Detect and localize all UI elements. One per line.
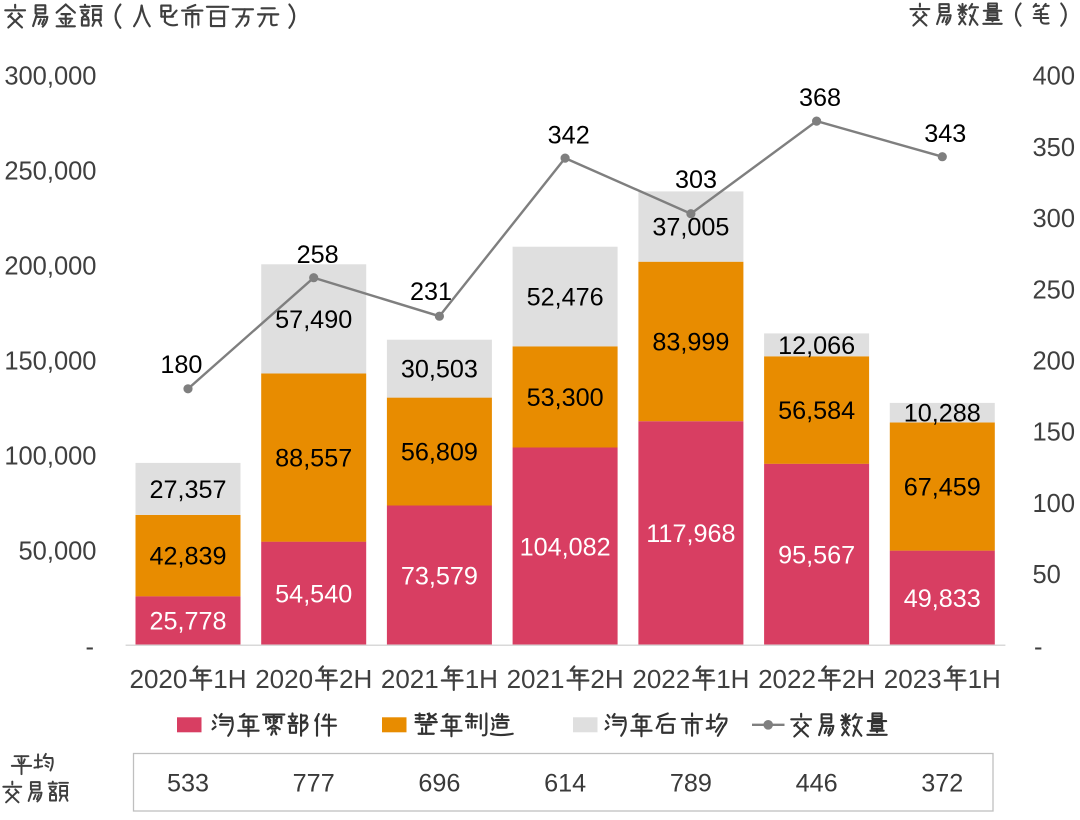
svg-text:56,584: 56,584	[778, 397, 855, 425]
svg-text:250: 250	[1033, 276, 1076, 304]
svg-text:25,778: 25,778	[149, 608, 226, 636]
svg-text:57,490: 57,490	[275, 306, 352, 334]
svg-text:117,968: 117,968	[646, 520, 735, 548]
svg-text:200,000: 200,000	[4, 253, 96, 281]
svg-text:150,000: 150,000	[4, 348, 96, 376]
svg-text:372: 372	[921, 770, 963, 798]
svg-text:1H: 1H	[716, 664, 749, 694]
svg-text:250,000: 250,000	[4, 158, 96, 186]
svg-text:303: 303	[675, 166, 717, 194]
svg-text:100,000: 100,000	[4, 443, 96, 471]
svg-text:368: 368	[799, 84, 841, 112]
svg-text:52,476: 52,476	[527, 284, 604, 312]
svg-text:10,288: 10,288	[904, 400, 981, 428]
svg-text:789: 789	[670, 770, 712, 798]
svg-text:2020: 2020	[130, 664, 188, 694]
svg-text:73,579: 73,579	[401, 562, 478, 590]
svg-text:-: -	[86, 634, 95, 662]
svg-text:350: 350	[1033, 134, 1076, 162]
svg-text:446: 446	[796, 770, 838, 798]
svg-text:12,066: 12,066	[778, 332, 855, 360]
svg-text:180: 180	[160, 351, 202, 379]
svg-text:300,000: 300,000	[4, 63, 96, 91]
svg-text:67,459: 67,459	[904, 474, 981, 502]
svg-text:1H: 1H	[968, 664, 1001, 694]
svg-text:2H: 2H	[339, 664, 372, 694]
svg-text:533: 533	[167, 770, 209, 798]
svg-text:2020: 2020	[255, 664, 313, 694]
svg-text:400: 400	[1033, 63, 1076, 91]
svg-text:777: 777	[293, 770, 335, 798]
svg-text:104,082: 104,082	[520, 533, 611, 561]
svg-text:50: 50	[1033, 561, 1061, 589]
svg-text:1H: 1H	[465, 664, 498, 694]
svg-text:49,833: 49,833	[904, 585, 981, 613]
svg-text:27,357: 27,357	[149, 476, 226, 504]
svg-text:100: 100	[1033, 490, 1076, 518]
svg-text:2021: 2021	[507, 664, 565, 694]
svg-text:200: 200	[1033, 348, 1076, 376]
svg-text:83,999: 83,999	[652, 328, 729, 356]
svg-text:2023: 2023	[884, 664, 942, 694]
svg-text:-: -	[1034, 634, 1043, 662]
svg-text:342: 342	[548, 121, 590, 149]
svg-text:2022: 2022	[632, 664, 690, 694]
svg-text:300: 300	[1033, 205, 1076, 233]
svg-text:150: 150	[1033, 419, 1076, 447]
svg-text:88,557: 88,557	[275, 445, 352, 473]
svg-text:2022: 2022	[758, 664, 816, 694]
svg-text:258: 258	[297, 241, 339, 269]
svg-text:54,540: 54,540	[275, 580, 352, 608]
svg-text:343: 343	[924, 120, 966, 148]
svg-text:42,839: 42,839	[149, 543, 226, 571]
svg-text:2H: 2H	[590, 664, 623, 694]
svg-text:614: 614	[544, 770, 586, 798]
svg-text:1H: 1H	[213, 664, 246, 694]
svg-text:696: 696	[418, 770, 460, 798]
svg-text:53,300: 53,300	[527, 384, 604, 412]
svg-text:30,503: 30,503	[401, 356, 478, 384]
svg-text:50,000: 50,000	[19, 538, 97, 566]
svg-text:2H: 2H	[842, 664, 875, 694]
svg-text:231: 231	[410, 278, 452, 306]
svg-text:95,567: 95,567	[778, 542, 855, 570]
svg-text:2021: 2021	[381, 664, 439, 694]
svg-text:56,809: 56,809	[401, 439, 478, 467]
